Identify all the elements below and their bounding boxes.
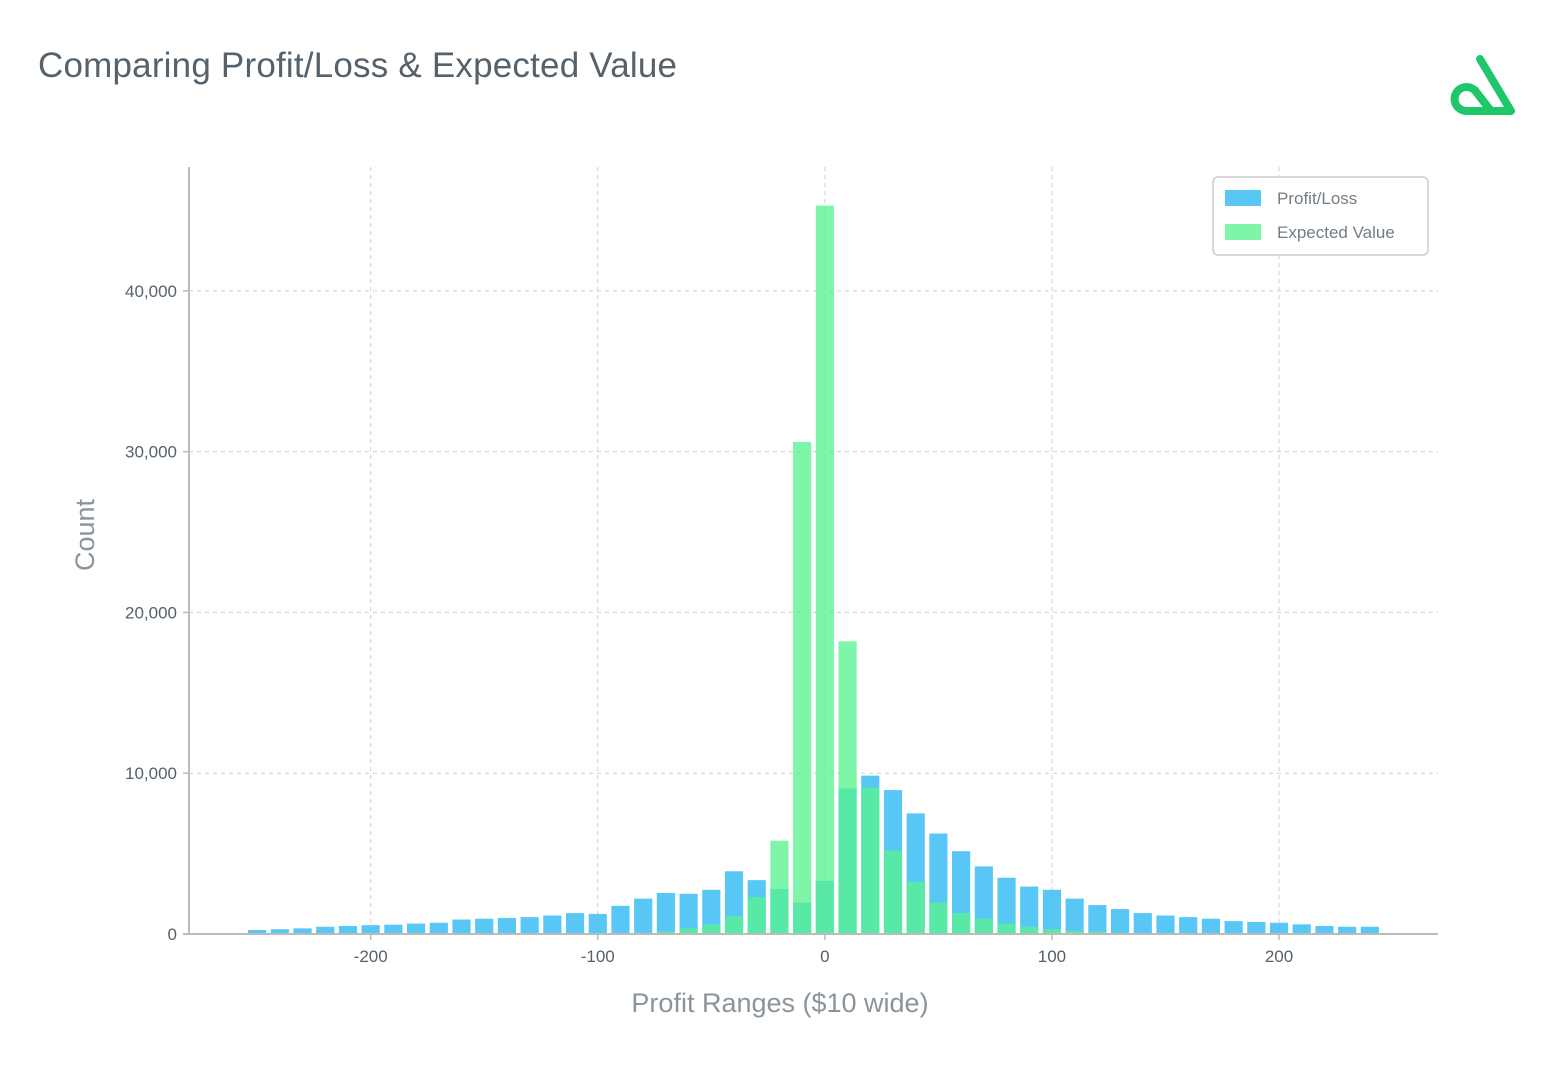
legend-label-expected-value: Expected Value xyxy=(1277,223,1395,242)
profit-loss-bar xyxy=(407,923,426,934)
x-axis-label: Profit Ranges ($10 wide) xyxy=(631,988,928,1018)
y-axis-label: Count xyxy=(70,498,100,571)
expected-value-bar xyxy=(1065,930,1084,934)
profit-loss-bar xyxy=(293,928,312,934)
profit-loss-bar xyxy=(588,913,607,934)
axes xyxy=(183,167,1438,935)
expected-value-bar xyxy=(997,923,1016,934)
profit-loss-bar xyxy=(974,866,993,934)
profit-loss-bar xyxy=(475,918,494,934)
profit-loss-bar xyxy=(1269,922,1289,934)
expected-value-bar xyxy=(793,441,812,934)
expected-value-bar xyxy=(656,931,675,934)
profit-loss-bar xyxy=(429,922,448,934)
expected-value-bar xyxy=(929,902,948,934)
x-tick-label: 0 xyxy=(820,947,829,966)
profit-loss-bar xyxy=(248,929,267,934)
x-tick-label: -100 xyxy=(581,947,615,966)
profit-loss-bar xyxy=(1065,898,1084,934)
profit-loss-bars xyxy=(248,775,1379,934)
expected-value-bar xyxy=(679,928,698,934)
profit-loss-bar xyxy=(1247,921,1266,934)
profit-loss-bar xyxy=(634,898,653,934)
profit-loss-bar xyxy=(452,919,471,934)
profit-loss-bar xyxy=(997,877,1016,934)
y-tick-label: 30,000 xyxy=(125,443,177,462)
expected-value-bar xyxy=(770,840,789,934)
expected-value-bar xyxy=(952,913,971,934)
profit-loss-bar xyxy=(384,924,403,934)
profit-loss-bar xyxy=(1179,917,1198,934)
x-tick-label: 100 xyxy=(1038,947,1066,966)
profit-loss-bar xyxy=(1088,905,1107,934)
expected-value-bar xyxy=(1042,929,1062,934)
profit-loss-bar xyxy=(338,925,358,934)
profit-loss-bar xyxy=(1338,926,1357,934)
x-tick-label: -200 xyxy=(354,947,388,966)
y-tick-label: 20,000 xyxy=(125,603,177,622)
expected-value-bar xyxy=(815,205,834,935)
profit-loss-bar xyxy=(1360,926,1379,934)
legend-frame xyxy=(1212,176,1429,256)
profit-loss-bar xyxy=(1315,925,1334,934)
grid-lines xyxy=(189,167,1438,934)
profit-loss-bar xyxy=(1224,921,1243,934)
y-tick-label: 10,000 xyxy=(125,764,177,783)
profit-loss-bar xyxy=(1110,909,1130,934)
expected-value-bar xyxy=(861,787,880,934)
brand-logo-icon xyxy=(1450,55,1515,115)
expected-value-bar xyxy=(883,850,903,934)
chart-title: Comparing Profit/Loss & Expected Value xyxy=(38,46,678,85)
profit-loss-bar xyxy=(1042,889,1062,934)
profit-loss-bar xyxy=(316,926,335,934)
expected-value-bar xyxy=(747,897,766,934)
profit-loss-bar xyxy=(361,925,380,934)
legend-swatch-profit-loss xyxy=(1225,190,1261,206)
profit-loss-bar xyxy=(270,929,289,934)
y-tick-label: 40,000 xyxy=(125,282,177,301)
profit-loss-bar xyxy=(656,892,675,934)
profit-loss-bar xyxy=(1292,924,1311,934)
profit-loss-bar xyxy=(679,893,698,934)
expected-value-bar xyxy=(1088,931,1107,934)
profit-loss-bar xyxy=(497,917,517,934)
profit-loss-bar xyxy=(1133,913,1152,934)
y-tick-label: 0 xyxy=(168,925,177,944)
expected-value-bar xyxy=(1020,926,1039,934)
profit-loss-bar xyxy=(543,915,562,934)
expected-value-bar xyxy=(906,881,925,934)
profit-loss-bar xyxy=(702,889,721,934)
expected-value-bar xyxy=(702,924,721,934)
expected-value-bar xyxy=(838,641,857,934)
profit-loss-bar xyxy=(1201,918,1220,934)
legend-swatch-expected-value xyxy=(1225,224,1261,240)
legend-label-profit-loss: Profit/Loss xyxy=(1277,189,1357,208)
profit-loss-bar xyxy=(520,917,539,934)
profit-loss-bar xyxy=(611,905,630,934)
legend: Profit/Loss Expected Value xyxy=(1212,176,1429,256)
profit-loss-bar xyxy=(1020,886,1039,934)
profit-loss-bar xyxy=(1156,915,1175,934)
expected-value-bars xyxy=(611,205,1152,935)
x-tick-label: 200 xyxy=(1265,947,1293,966)
profit-loss-bar xyxy=(565,913,585,934)
expected-value-bar xyxy=(974,918,993,934)
expected-value-bar xyxy=(724,916,744,934)
tick-labels: -200 -100 0 100 200 0 10,000 20,000 30,000 40,000 xyxy=(125,282,1293,966)
